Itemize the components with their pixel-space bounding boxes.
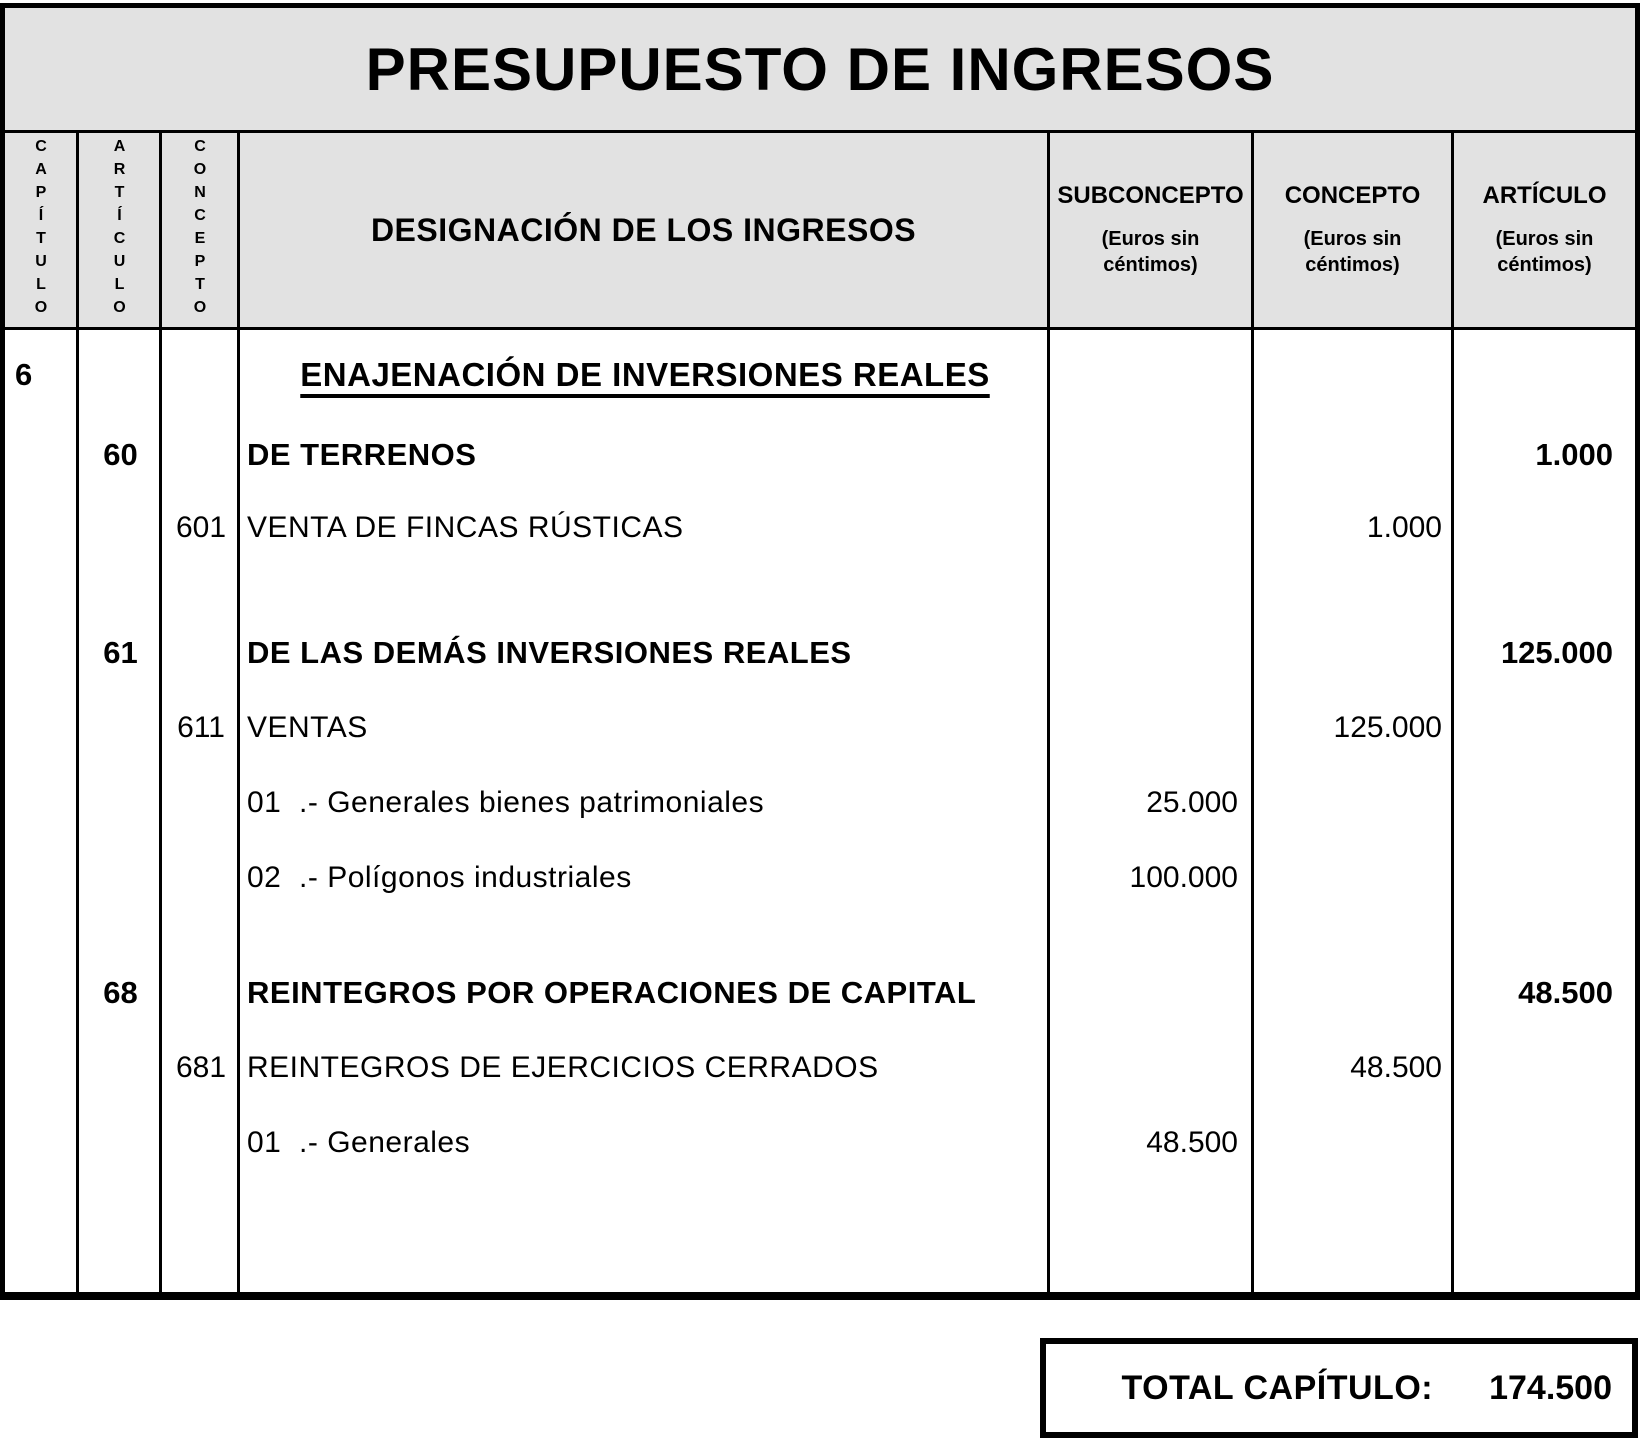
column-divider — [1451, 330, 1454, 1292]
table-row-article-68: 68 REINTEGROS POR OPERACIONES DE CAPITAL… — [5, 955, 1635, 1030]
header-articulo-label: ARTÍCULO — [111, 138, 128, 322]
page-title: PRESUPUESTO DE INGRESOS — [5, 8, 1635, 133]
table-header: CAPÍTULO ARTÍCULO CONCEPTO DESIGNACIÓN D… — [5, 133, 1635, 330]
concepto-amount: 1.000 — [1366, 510, 1442, 544]
spacer-row — [5, 1180, 1635, 1292]
euros-note-line2: céntimos) — [1305, 254, 1400, 276]
designacion-text: 02 .- Polígonos industriales — [247, 860, 632, 894]
table-row-article-61: 61 DE LAS DEMÁS INVERSIONES REALES 125.0… — [5, 615, 1635, 690]
subconcepto-amount: 25.000 — [1146, 785, 1238, 819]
header-concepto-label: CONCEPTO — [191, 138, 209, 322]
articulo-code: 60 — [103, 437, 138, 472]
header-concepto: CONCEPTO — [162, 133, 240, 327]
table-row-chapter-6: 6 ENAJENACIÓN DE INVERSIONES REALES — [5, 330, 1635, 420]
designacion-text: 01 .- Generales — [247, 1125, 471, 1159]
designacion-text: VENTA DE FINCAS RÚSTICAS — [247, 510, 684, 544]
table-row-article-60: 60 DE TERRENOS 1.000 — [5, 420, 1635, 490]
header-articulo-euros: ARTÍCULO (Euros sin céntimos) — [1454, 133, 1635, 327]
designacion-text: REINTEGROS POR OPERACIONES DE CAPITAL — [247, 974, 977, 1010]
table-body: 6 ENAJENACIÓN DE INVERSIONES REALES 60 D… — [5, 330, 1635, 1292]
table-row-subconcept-02: 02 .- Polígonos industriales 100.000 — [5, 840, 1635, 915]
table-row-concept-601: 601 VENTA DE FINCAS RÚSTICAS 1.000 — [5, 490, 1635, 565]
spacer-row — [5, 565, 1635, 615]
concepto-code: 601 — [175, 510, 227, 544]
header-articulo-euros-note: (Euros sin céntimos) — [1496, 226, 1594, 278]
column-divider — [159, 330, 162, 1292]
table-row-concept-681: 681 REINTEGROS DE EJERCICIOS CERRADOS 48… — [5, 1030, 1635, 1105]
header-subconcepto-euros-label: SUBCONCEPTO — [1057, 182, 1244, 209]
column-divider — [1251, 330, 1254, 1292]
table-row-concept-611: 611 VENTAS 125.000 — [5, 690, 1635, 765]
header-concepto-euros-note: (Euros sin céntimos) — [1304, 226, 1402, 278]
header-concepto-euros-label: CONCEPTO — [1284, 182, 1421, 209]
budget-table: PRESUPUESTO DE INGRESOS CAPÍTULO ARTÍCUL… — [0, 3, 1640, 1300]
capitulo-code: 6 — [15, 357, 33, 392]
articulo-amount: 125.000 — [1500, 634, 1613, 670]
subconcepto-amount: 48.500 — [1146, 1125, 1238, 1159]
designacion-text: REINTEGROS DE EJERCICIOS CERRADOS — [247, 1050, 879, 1084]
articulo-code: 61 — [103, 634, 138, 670]
designacion-text: DE TERRENOS — [247, 437, 477, 472]
total-capitulo-value: 174.500 — [1489, 1368, 1612, 1407]
total-capitulo-box: TOTAL CAPÍTULO: 174.500 — [1040, 1338, 1638, 1438]
euros-note-line2: céntimos) — [1103, 254, 1198, 276]
designacion-text: 01 .- Generales bienes patrimoniales — [247, 785, 765, 819]
header-articulo: ARTÍCULO — [79, 133, 162, 327]
euros-note-line1: (Euros sin — [1101, 228, 1200, 250]
table-row-subconcept-01-generales: 01 .- Generales 48.500 — [5, 1105, 1635, 1180]
designacion-text: ENAJENACIÓN DE INVERSIONES REALES — [300, 356, 990, 393]
header-capitulo-label: CAPÍTULO — [32, 138, 50, 322]
header-subconcepto-euros-note: (Euros sin céntimos) — [1102, 226, 1200, 278]
designacion-text: DE LAS DEMÁS INVERSIONES REALES — [247, 634, 852, 670]
header-articulo-euros-label: ARTÍCULO — [1482, 182, 1607, 209]
spacer-row — [5, 915, 1635, 955]
subconcepto-amount: 100.000 — [1129, 860, 1238, 894]
concepto-amount: 48.500 — [1350, 1050, 1442, 1084]
articulo-code: 68 — [103, 974, 138, 1010]
designacion-text: VENTAS — [247, 710, 368, 744]
header-designacion: DESIGNACIÓN DE LOS INGRESOS — [240, 133, 1050, 327]
column-divider — [1047, 330, 1050, 1292]
euros-note-line2: céntimos) — [1497, 254, 1592, 276]
concepto-code: 611 — [177, 710, 225, 744]
header-capitulo: CAPÍTULO — [5, 133, 79, 327]
column-divider — [237, 330, 240, 1292]
euros-note-line1: (Euros sin — [1495, 228, 1594, 250]
articulo-amount: 1.000 — [1535, 437, 1613, 472]
table-row-subconcept-01: 01 .- Generales bienes patrimoniales 25.… — [5, 765, 1635, 840]
concepto-code: 681 — [175, 1050, 227, 1084]
euros-note-line1: (Euros sin — [1303, 228, 1402, 250]
concepto-amount: 125.000 — [1333, 710, 1442, 744]
column-divider — [76, 330, 79, 1292]
total-capitulo-label: TOTAL CAPÍTULO: — [1121, 1368, 1434, 1407]
articulo-amount: 48.500 — [1518, 974, 1613, 1010]
header-subconcepto-euros: SUBCONCEPTO (Euros sin céntimos) — [1050, 133, 1254, 327]
header-concepto-euros: CONCEPTO (Euros sin céntimos) — [1254, 133, 1454, 327]
